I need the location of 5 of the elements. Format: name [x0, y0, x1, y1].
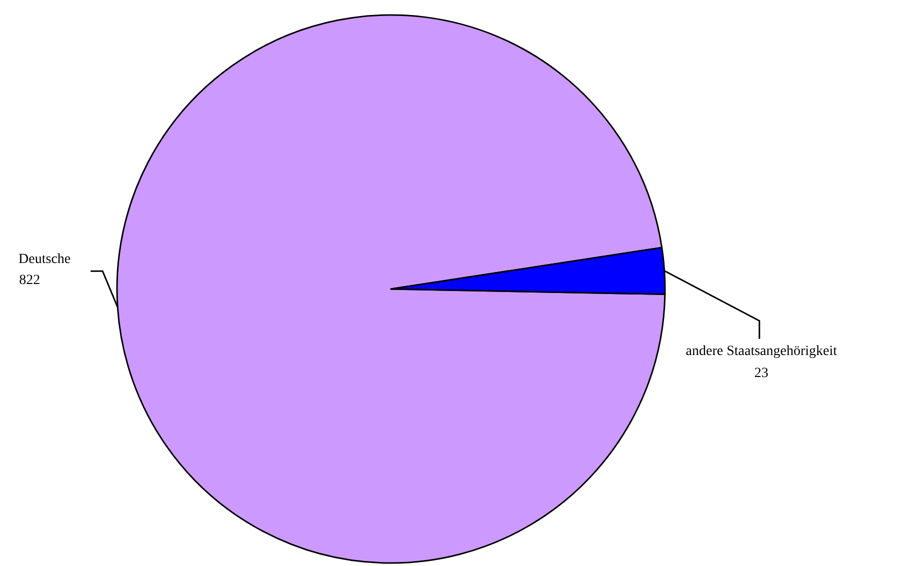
slice-label: andere Staatsangehörigkeit: [686, 344, 838, 359]
pie-slice: [116, 14, 666, 564]
slice-label: Deutsche: [18, 252, 71, 268]
data-label: 822: [19, 273, 40, 288]
data-label: 23: [754, 366, 768, 381]
